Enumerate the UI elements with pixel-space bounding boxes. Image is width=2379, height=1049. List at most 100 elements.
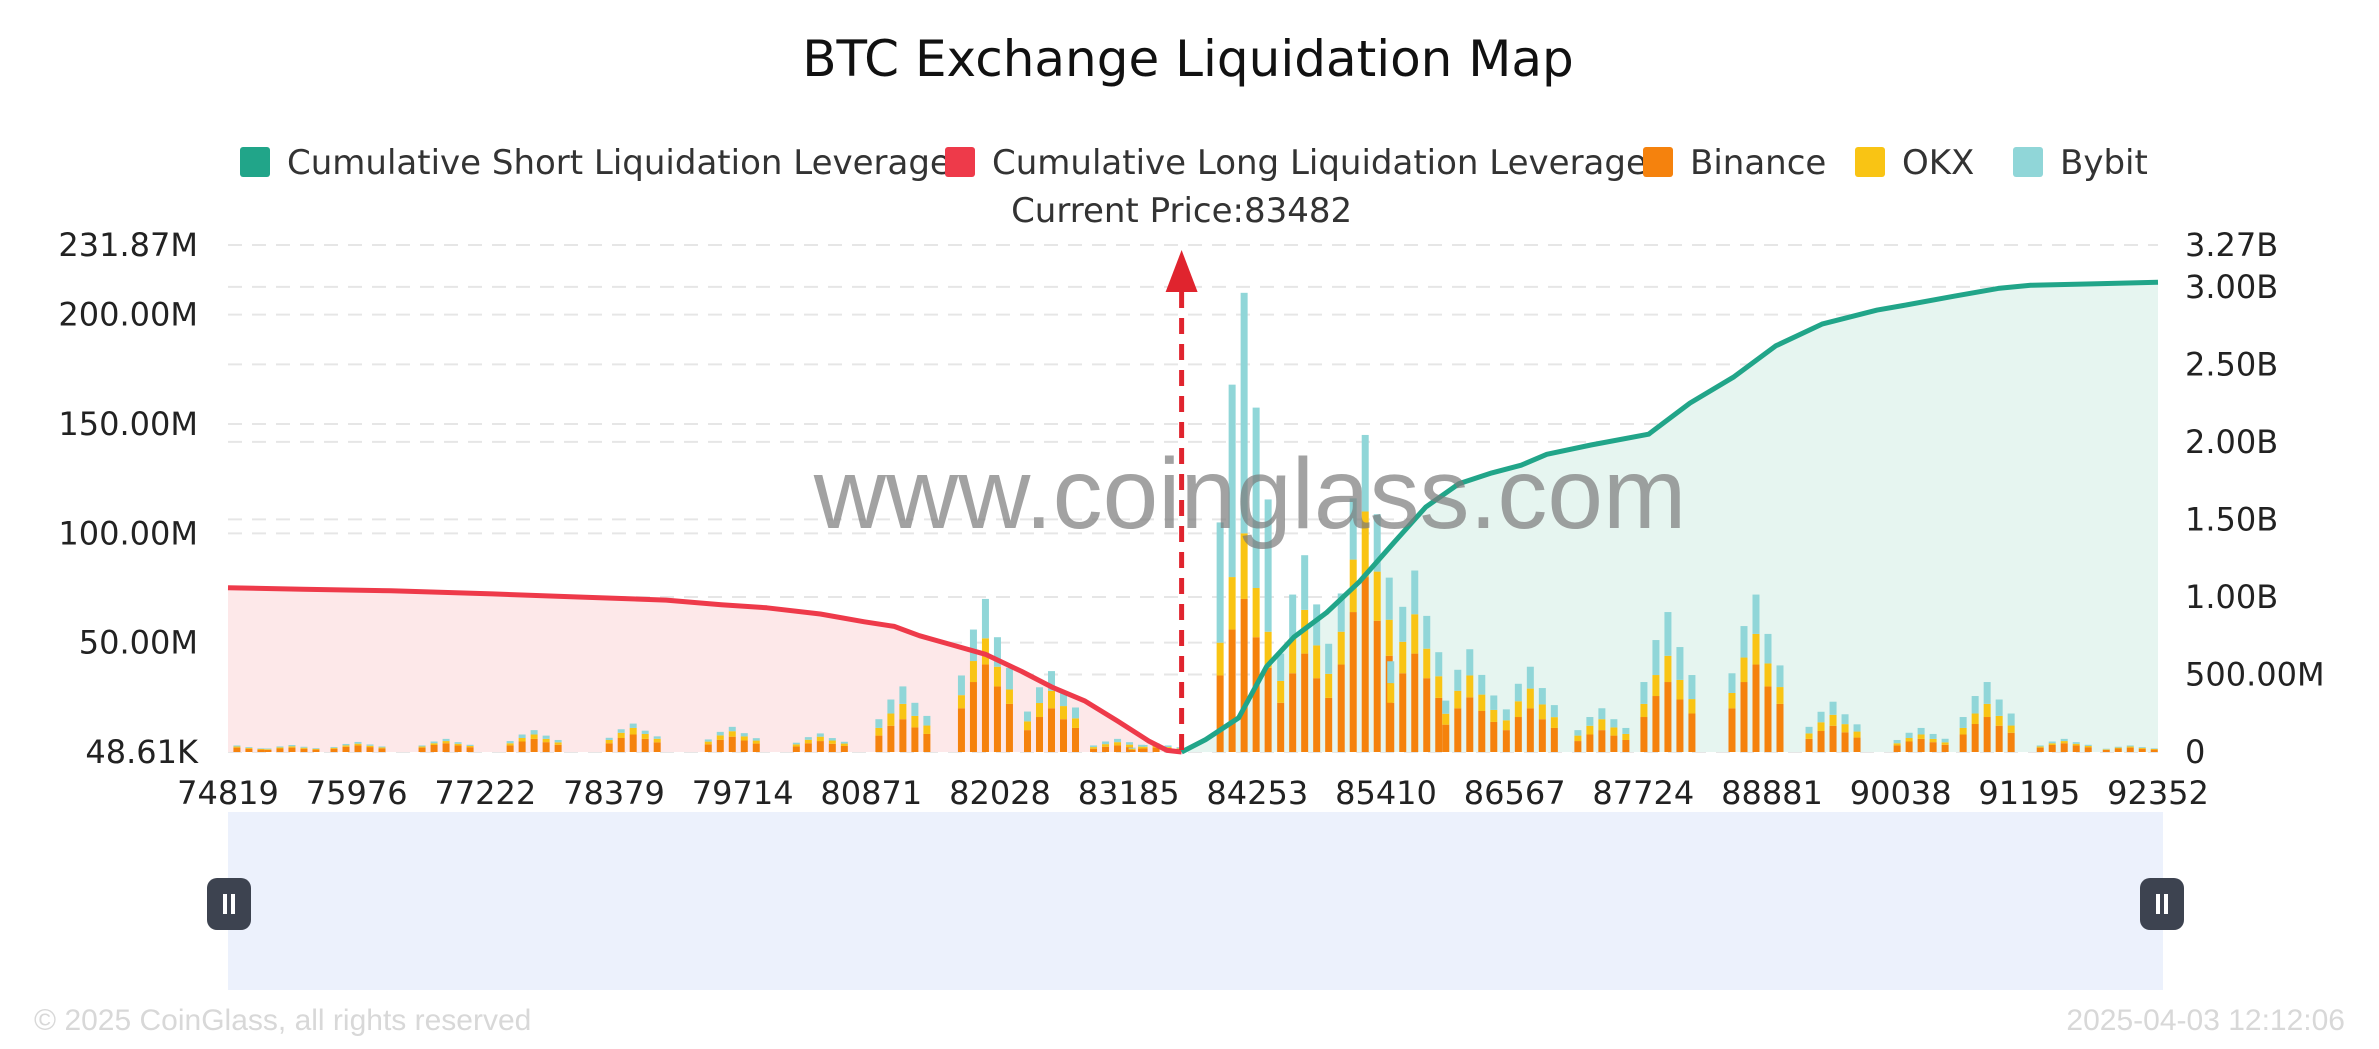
bar-bybit [330, 746, 338, 748]
bar-okx [1399, 641, 1407, 674]
bar-okx [354, 743, 362, 746]
bar-binance [840, 745, 848, 752]
bar-okx [716, 735, 724, 740]
bar-bybit [804, 737, 812, 740]
bar-binance [629, 734, 637, 752]
bar-bybit [2072, 742, 2080, 744]
bar-bybit [1090, 745, 1098, 748]
bar-okx [1586, 725, 1594, 735]
bar-bybit [342, 743, 350, 746]
bar-binance [506, 745, 514, 752]
bar-bybit [1454, 669, 1462, 691]
y-right-tick-label: 1.50B [2185, 500, 2278, 538]
bar-binance [1228, 629, 1236, 752]
bar-binance [1622, 739, 1630, 752]
bar-binance [1325, 697, 1333, 752]
bar-okx [1905, 738, 1913, 742]
handle-body [207, 878, 251, 930]
x-tick-label: 85410 [1335, 774, 1437, 812]
bar-binance [1140, 748, 1148, 752]
bar-bybit [993, 637, 1001, 667]
bar-bybit [300, 746, 308, 748]
bar-binance [330, 748, 338, 752]
zoom-handle-left[interactable] [207, 878, 251, 930]
bar-okx [1313, 645, 1321, 679]
long-liquidation-area [228, 587, 1182, 752]
bar-binance [2084, 747, 2092, 752]
x-tick-label: 80871 [820, 774, 922, 812]
bar-okx [2126, 746, 2134, 748]
bar-okx [1853, 731, 1861, 738]
bar-binance [1361, 577, 1369, 752]
bar-okx [506, 743, 514, 746]
pause-icon [231, 894, 235, 914]
bar-binance [981, 664, 989, 752]
bar-okx [442, 741, 450, 744]
zoom-slider[interactable] [207, 812, 2184, 990]
bar-bybit [911, 702, 919, 716]
bar-okx [312, 748, 320, 750]
bar-okx [366, 745, 374, 748]
bar-bybit [1550, 705, 1558, 718]
bar-okx [264, 749, 272, 750]
bar-okx [899, 703, 907, 720]
bar-binance [245, 748, 253, 752]
bar-binance [2114, 748, 2122, 752]
bar-binance [1349, 612, 1357, 752]
bar-okx [1983, 703, 1991, 718]
bar-bybit [1435, 652, 1443, 677]
bar-okx [1893, 743, 1901, 746]
bar-okx [2060, 741, 2068, 744]
x-tick-label: 91195 [1978, 774, 2080, 812]
bar-binance [1047, 708, 1055, 752]
bar-okx [1971, 713, 1979, 725]
bar-bybit [1995, 699, 2003, 716]
bar-bybit [1905, 732, 1913, 739]
bar-okx [288, 746, 296, 748]
bar-bybit [1929, 733, 1937, 739]
x-tick-label: 79714 [692, 774, 794, 812]
bar-binance [617, 738, 625, 752]
bar-okx [1277, 680, 1285, 703]
bar-okx [233, 746, 241, 748]
bar-binance [911, 727, 919, 752]
bar-binance [1128, 749, 1136, 752]
bar-bybit [1776, 665, 1784, 688]
bar-bybit [418, 745, 426, 747]
bar-binance [1216, 675, 1224, 752]
bar-bybit [542, 735, 550, 739]
y-right-tick-label: 3.27B [2185, 226, 2278, 264]
bar-bybit [1841, 714, 1849, 725]
bar-okx [1411, 614, 1419, 654]
bar-bybit [2060, 738, 2068, 742]
bar-okx [1490, 709, 1498, 722]
y-left-tick-label: 231.87M [58, 226, 198, 264]
bar-okx [342, 745, 350, 747]
bar-bybit [1373, 514, 1381, 572]
bar-okx [1216, 642, 1224, 676]
bar-okx [330, 747, 338, 749]
bar-okx [1005, 689, 1013, 704]
legend-swatch [1643, 147, 1673, 177]
bar-binance [2138, 748, 2146, 752]
bar-binance [875, 735, 883, 752]
bar-bybit [245, 747, 253, 748]
bar-binance [1829, 725, 1837, 752]
zoom-handle-right[interactable] [2140, 878, 2184, 930]
bar-okx [2007, 725, 2015, 733]
bar-bybit [1216, 522, 1224, 643]
bar-okx [1728, 692, 1736, 709]
bar-okx [1361, 511, 1369, 578]
bar-okx [1817, 722, 1825, 732]
bar-bybit [1385, 577, 1393, 620]
axes: 48.61K 50.00M 100.00M 150.00M 200.00M 231.87M… [58, 226, 2324, 812]
bar-bybit [792, 742, 800, 745]
bar-binance [1853, 737, 1861, 752]
bar-bybit [1917, 727, 1925, 735]
bar-okx [1829, 714, 1837, 726]
bar-binance [1423, 678, 1431, 752]
bar-bybit [1652, 640, 1660, 676]
bar-okx [1454, 690, 1462, 709]
bar-bybit [1264, 499, 1272, 632]
bar-binance [2048, 745, 2056, 752]
